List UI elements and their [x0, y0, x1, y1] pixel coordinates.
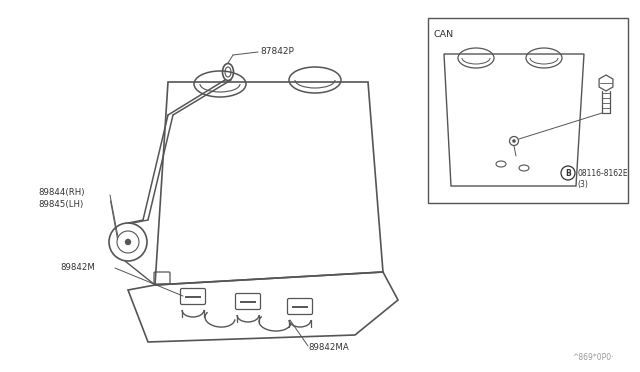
Circle shape	[125, 240, 131, 244]
Text: 89842MA: 89842MA	[308, 343, 349, 353]
Text: B: B	[565, 169, 571, 177]
Bar	[428, 18, 628, 203]
Text: CAN: CAN	[434, 30, 454, 39]
Text: 89844(RH): 89844(RH)	[38, 187, 84, 196]
Text: 89842M: 89842M	[60, 263, 95, 273]
Text: 08116-8162E: 08116-8162E	[577, 169, 628, 177]
Text: 89845(LH): 89845(LH)	[38, 199, 83, 208]
Text: (3): (3)	[577, 180, 588, 189]
Text: ^869*0P0·: ^869*0P0·	[572, 353, 614, 362]
Text: 87842P: 87842P	[260, 48, 294, 57]
Circle shape	[512, 139, 516, 143]
